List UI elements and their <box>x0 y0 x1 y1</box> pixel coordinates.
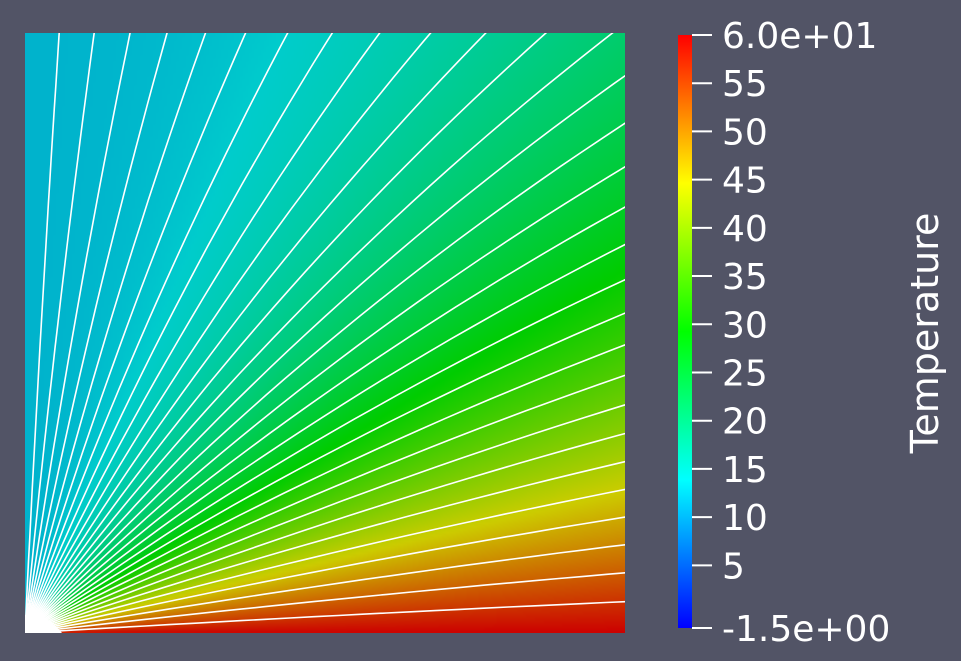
isoline <box>25 33 548 633</box>
colorbar-tick-label: 35 <box>722 257 768 298</box>
colorbar-tick-label: 50 <box>722 112 768 153</box>
temperature-field <box>25 33 625 633</box>
isoline <box>25 278 625 633</box>
isoline <box>25 571 625 633</box>
colorbar-ticks: 55 50 45 40 35 30 25 20 15 10 5 <box>692 34 768 629</box>
isoline <box>25 312 625 633</box>
isoline <box>25 74 625 633</box>
isoline <box>25 404 625 633</box>
isoline <box>25 33 95 633</box>
colorbar-tick-label: 45 <box>722 161 768 202</box>
isoline <box>25 33 168 633</box>
colorbar-max-label: 6.0e+01 <box>722 16 877 57</box>
isoline <box>25 33 381 633</box>
isoline <box>25 33 131 633</box>
isoline <box>25 33 334 633</box>
colorbar-tick-label: 25 <box>722 353 768 394</box>
field-raster <box>25 33 625 633</box>
isoline <box>25 122 625 633</box>
colorbar-tick-label: 20 <box>722 402 768 443</box>
isoline <box>25 488 625 633</box>
colorbar-tick-label: 15 <box>722 450 768 491</box>
isoline <box>25 432 625 633</box>
colorbar-tick-label: 10 <box>722 498 768 539</box>
colorbar-tick-label: 5 <box>722 546 745 587</box>
corner-hole <box>25 614 62 633</box>
isoline <box>25 543 625 633</box>
isoline <box>25 33 432 633</box>
isoline <box>25 460 625 633</box>
isoline <box>25 33 487 633</box>
colorbar-title: Temperature <box>903 213 947 455</box>
isoline <box>25 374 625 633</box>
isoline <box>25 33 60 633</box>
isoline <box>25 516 625 633</box>
colorbar-tick-label: 30 <box>722 305 768 346</box>
isoline <box>25 206 625 633</box>
colorbar-gradient <box>678 35 692 628</box>
isolines <box>25 33 625 633</box>
colorbar-tick-label: 40 <box>722 209 768 250</box>
isoline <box>25 600 625 633</box>
isoline <box>25 343 625 633</box>
isoline <box>25 33 614 633</box>
color-legend: 55 50 45 40 35 30 25 20 15 10 5 6.0e+01 -1.5e+00 T… <box>678 16 947 650</box>
colorbar-min-label: -1.5e+00 <box>722 609 890 650</box>
isoline <box>25 243 625 633</box>
colorbar-tick-label: 55 <box>722 64 768 105</box>
isoline <box>25 33 207 633</box>
isoline <box>25 33 289 633</box>
isoline <box>25 33 247 633</box>
isoline <box>25 165 625 633</box>
